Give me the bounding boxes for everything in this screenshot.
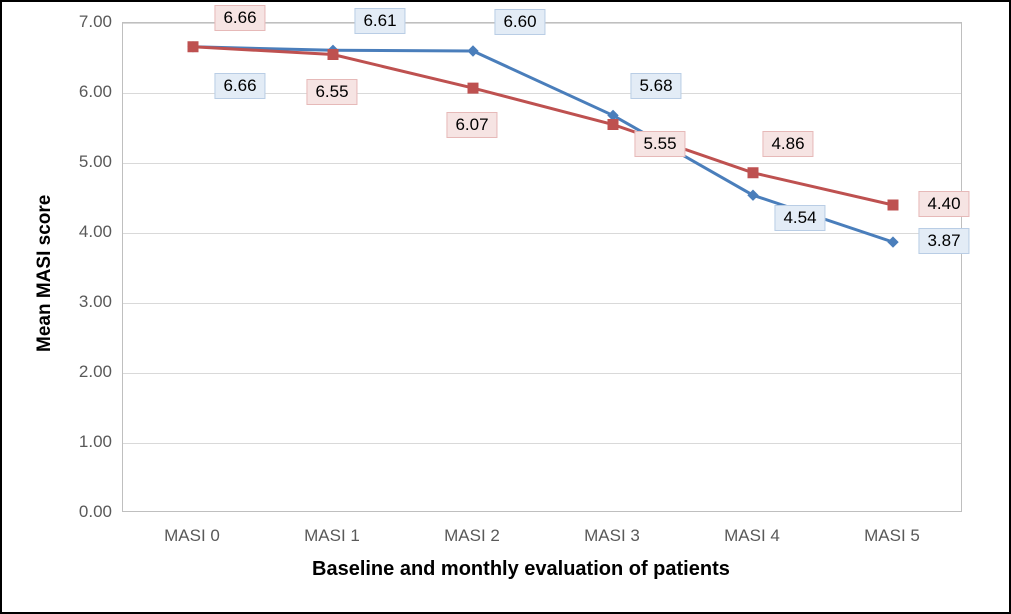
data-label-red: 6.07 <box>446 112 497 138</box>
x-axis-title: Baseline and monthly evaluation of patie… <box>312 558 730 581</box>
data-label-blue: 3.87 <box>918 228 969 254</box>
x-tick-label: MASI 4 <box>724 526 780 546</box>
y-tick-label: 5.00 <box>72 152 112 172</box>
y-tick-label: 4.00 <box>72 222 112 242</box>
x-tick-label: MASI 0 <box>164 526 220 546</box>
data-label-red: 6.66 <box>214 5 265 31</box>
y-tick-label: 3.00 <box>72 292 112 312</box>
y-tick-label: 1.00 <box>72 432 112 452</box>
marker-blue <box>888 237 898 247</box>
marker-red <box>188 42 198 52</box>
x-tick-label: MASI 2 <box>444 526 500 546</box>
x-tick-label: MASI 3 <box>584 526 640 546</box>
data-label-red: 4.40 <box>918 191 969 217</box>
series-line-red <box>193 47 893 205</box>
marker-red <box>608 120 618 130</box>
y-axis-title: Mean MASI score <box>34 195 56 352</box>
data-label-red: 5.55 <box>634 131 685 157</box>
y-tick-label: 6.00 <box>72 82 112 102</box>
data-label-blue: 5.68 <box>630 73 681 99</box>
y-tick-label: 7.00 <box>72 12 112 32</box>
data-label-blue: 6.61 <box>354 8 405 34</box>
x-tick-label: MASI 1 <box>304 526 360 546</box>
y-tick-label: 0.00 <box>72 502 112 522</box>
data-label-blue: 4.54 <box>774 205 825 231</box>
marker-red <box>468 83 478 93</box>
marker-red <box>888 200 898 210</box>
data-label-red: 6.55 <box>306 79 357 105</box>
chart-frame: Mean MASI score Baseline and monthly eva… <box>0 0 1011 614</box>
marker-red <box>748 168 758 178</box>
y-tick-label: 2.00 <box>72 362 112 382</box>
data-label-red: 4.86 <box>762 131 813 157</box>
data-label-blue: 6.66 <box>214 73 265 99</box>
data-label-blue: 6.60 <box>494 9 545 35</box>
x-tick-label: MASI 5 <box>864 526 920 546</box>
marker-red <box>328 50 338 60</box>
marker-blue <box>468 46 478 56</box>
